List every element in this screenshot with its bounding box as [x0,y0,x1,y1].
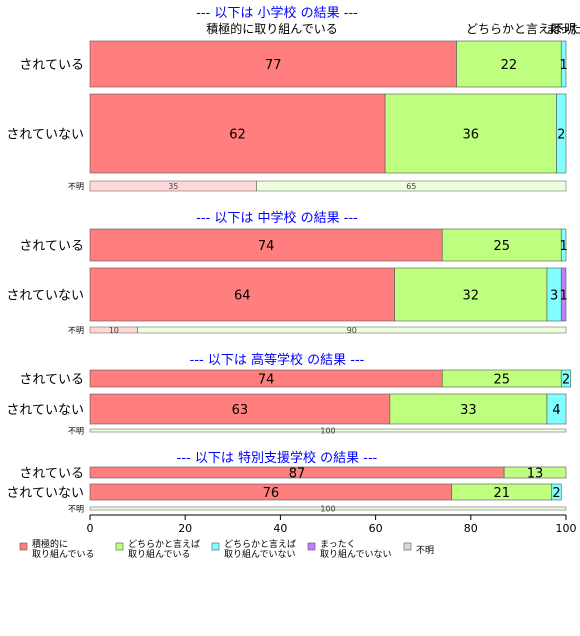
data-label: 1 [559,239,567,254]
legend-swatch [211,542,220,551]
legend-label: まったく [320,539,356,550]
data-label: 87 [289,467,306,482]
top-segment-label: 積極的に取り組んでいる [206,21,337,36]
row-label: されていない [6,486,84,501]
unknown-row-label: 不明 [68,427,84,436]
legend-label: 取り組んでいない [320,548,392,560]
bar-segment [389,393,548,425]
top-segment-label: 不明 [552,22,576,36]
data-label: 74 [258,373,275,388]
row-label: されていない [6,289,84,304]
bar-segment [89,228,443,262]
data-label: 22 [501,58,518,73]
legend-label: どちらかと言えば [128,538,200,550]
data-label: 1 [559,289,567,304]
unknown-data-label: 100 [320,427,335,436]
data-label: 33 [460,403,477,418]
legend-swatch [115,542,124,551]
x-tick-label: 80 [464,522,478,535]
bar-segment [560,369,572,388]
row-label: されている [19,58,84,73]
unknown-data-label: 65 [406,182,416,191]
data-label: 2 [562,373,570,388]
legend-swatch [403,542,412,551]
bar-segment [89,267,395,322]
bar-segment [560,267,567,322]
unknown-bar-segment [137,326,567,334]
unknown-row-label: 不明 [68,182,84,191]
legend-swatch [19,542,28,551]
unknown-row-label: 不明 [68,326,84,335]
bar-segment [89,393,391,425]
x-tick-label: 0 [87,522,94,535]
data-label: 2 [557,128,565,143]
data-label: 13 [527,467,544,482]
legend-swatch [307,542,316,551]
data-label: 2 [552,486,560,501]
bar-segment [89,93,386,174]
unknown-bar-segment [256,180,567,192]
unknown-bar-segment [89,428,567,433]
data-label: 21 [493,486,510,501]
legend-label: 取り組んでいない [224,548,296,560]
unknown-data-label: 10 [109,326,119,335]
unknown-data-label: 90 [347,326,357,335]
panel-title: --- 以下は 特別支援学校 の結果 --- [177,450,378,466]
bar-segment [441,228,562,262]
legend-label: 積極的に [32,538,68,550]
data-label: 77 [265,58,282,73]
legend-label: 取り組んでいる [128,548,191,560]
x-tick-label: 100 [556,522,577,535]
bar-segment [560,40,567,88]
data-label: 74 [258,239,275,254]
data-label: 76 [263,486,280,501]
bar-segment [556,93,567,174]
x-tick-label: 20 [178,522,192,535]
bar-segment [560,228,567,262]
data-label: 36 [463,128,480,143]
data-label: 25 [493,373,510,388]
bar-segment [384,93,557,174]
data-label: 32 [463,289,480,304]
top-segment-label: どちらかと言えば [466,22,562,36]
row-label: されている [19,239,84,254]
data-label: 4 [552,403,560,418]
data-label: 62 [229,128,246,143]
panel-title: --- 以下は 中学校 の結果 --- [196,210,358,226]
data-label: 3 [550,289,558,304]
unknown-row-label: 不明 [68,505,84,514]
data-label: 64 [234,289,251,304]
row-label: されている [19,467,84,482]
bar-segment [394,267,548,322]
row-label: されていない [6,128,84,143]
legend-label: 不明 [416,545,434,556]
panel-title: --- 以下は 小学校 の結果 --- [196,5,358,21]
unknown-bar-segment [89,506,567,511]
bar-segment [551,483,562,501]
unknown-data-label: 100 [320,505,335,514]
x-tick-label: 40 [273,522,287,535]
data-label: 63 [232,403,249,418]
panel-title: --- 以下は 高等学校 の結果 --- [190,352,365,368]
data-label: 25 [493,239,510,254]
data-label: 1 [559,58,567,73]
x-tick-label: 60 [369,522,383,535]
row-label: されている [19,373,84,388]
legend-label: どちらかと言えば [224,538,296,550]
bar-segment [546,393,567,425]
legend-label: 取り組んでいる [32,548,95,560]
top-segment-label: まった [546,22,580,36]
bar-segment [89,40,457,88]
row-label: されていない [6,403,84,418]
bar-segment [503,466,567,479]
unknown-data-label: 35 [168,182,178,191]
